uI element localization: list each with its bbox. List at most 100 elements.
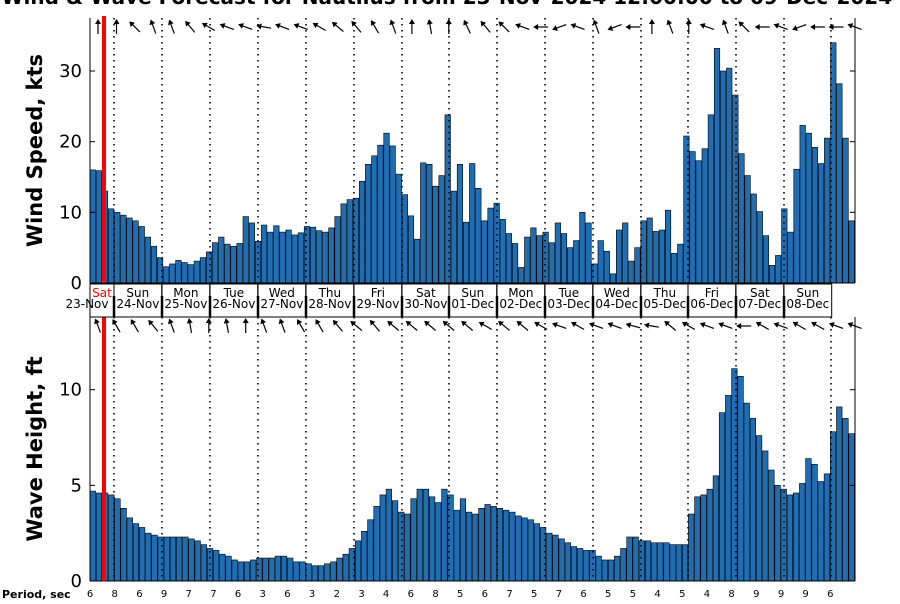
wave-bar	[607, 559, 615, 582]
wind-bar	[634, 247, 641, 284]
wind-bar	[518, 267, 525, 284]
wave-bar	[268, 557, 275, 582]
wind-bar	[683, 135, 690, 284]
wave-direction-arrow	[664, 320, 677, 331]
day-box	[496, 283, 546, 318]
day-box	[257, 283, 307, 318]
wind-bar	[811, 147, 818, 284]
period-value: 8	[728, 589, 734, 600]
wave-direction-arrow	[405, 320, 418, 331]
period-value: 8	[432, 589, 438, 600]
wave-bar	[496, 507, 504, 582]
wave-bar	[706, 488, 713, 582]
day-box	[783, 283, 833, 318]
day-date: 04-Dec	[595, 297, 638, 311]
day-date: 24-Nov	[116, 297, 159, 311]
day-name: Sat	[92, 286, 112, 300]
wave-bar	[749, 418, 756, 582]
wind-bar	[89, 169, 96, 284]
wind-direction-arrow	[828, 24, 844, 30]
wind-bar	[469, 163, 476, 284]
wave-direction-arrow	[442, 320, 455, 331]
wave-bar	[786, 494, 794, 582]
wind-bar	[248, 222, 255, 284]
wave-bar	[447, 494, 454, 582]
wind-bar	[432, 185, 439, 284]
day-date: 08-Dec	[786, 297, 829, 311]
wave-direction-arrow	[387, 320, 400, 331]
wind-bar	[138, 226, 145, 284]
wave-bar	[755, 435, 763, 582]
wind-bar	[205, 251, 213, 284]
wave-bar	[182, 536, 189, 582]
wave-bar	[429, 496, 436, 582]
wind-bar	[530, 227, 537, 284]
wave-bar	[453, 509, 460, 582]
wind-bar	[273, 225, 280, 284]
wind-bar	[481, 220, 488, 284]
period-value: 5	[457, 589, 463, 600]
day-name: Sun	[126, 286, 149, 300]
wave-direction-arrow	[94, 318, 101, 333]
wind-bar	[842, 137, 849, 284]
wind-bar	[316, 230, 323, 284]
day-date: 07-Dec	[738, 297, 781, 311]
period-value: 7	[186, 589, 192, 600]
wind-bar	[438, 175, 445, 284]
day-name: Wed	[604, 286, 630, 300]
wave-direction-arrow	[168, 318, 175, 333]
wind-bar	[358, 180, 366, 284]
day-label-strip: Sat23-NovSun24-NovMon25-NovTue26-NovWed2…	[65, 283, 833, 318]
wave-bar	[780, 488, 787, 582]
wind-bar	[664, 209, 672, 284]
wind-bar	[377, 144, 384, 284]
wave-direction-arrow	[112, 319, 121, 333]
wind-bar	[707, 114, 714, 284]
wind-bar	[628, 260, 635, 284]
wind-direction-arrow	[625, 24, 641, 30]
wind-direction-arrow	[480, 20, 491, 33]
wind-direction-arrow	[408, 19, 415, 34]
wind-bar	[781, 208, 788, 284]
wave-bar	[712, 475, 719, 582]
wind-direction-arrow	[685, 19, 692, 34]
wind-bar	[463, 221, 470, 284]
day-date: 05-Dec	[643, 297, 686, 311]
wind-bar	[163, 266, 170, 284]
wave-y-tick-label: 0	[71, 571, 82, 592]
wind-bar	[567, 247, 574, 284]
wave-height-panel: 0 5 10 Wave Height, ft	[23, 315, 862, 592]
wind-bar	[169, 263, 176, 284]
day-date: 02-Dec	[499, 297, 542, 311]
wind-bar	[554, 222, 561, 284]
period-value: 6	[580, 589, 586, 600]
wind-bar	[836, 83, 843, 284]
wind-bar	[395, 173, 402, 284]
wind-bar	[499, 219, 506, 284]
wind-direction-arrow	[389, 19, 397, 34]
day-name: Sun	[796, 286, 819, 300]
wave-bar	[762, 450, 769, 582]
wave-bar	[367, 519, 374, 582]
wave-bar	[157, 536, 164, 582]
period-value: 3	[358, 589, 364, 600]
wind-direction-arrow	[219, 23, 234, 30]
wave-bar	[151, 534, 158, 582]
wind-direction-arrow	[570, 23, 585, 30]
wave-bar	[583, 550, 590, 582]
day-date: 28-Nov	[308, 297, 351, 311]
wind-direction-arrow	[293, 23, 308, 30]
period-value: 6	[482, 589, 488, 600]
wave-bar	[490, 506, 497, 582]
wind-bar	[787, 231, 794, 284]
wave-direction-arrow	[607, 322, 622, 329]
wind-bar	[585, 222, 592, 284]
day-name: Tue	[558, 286, 580, 300]
wave-direction-arrow	[223, 318, 230, 333]
wind-bar	[414, 238, 421, 284]
wave-bar	[644, 540, 652, 582]
wave-direction-arrow	[478, 321, 493, 331]
wave-bar	[243, 561, 251, 582]
wind-direction-arrow	[773, 23, 788, 30]
wind-bar	[536, 235, 543, 284]
